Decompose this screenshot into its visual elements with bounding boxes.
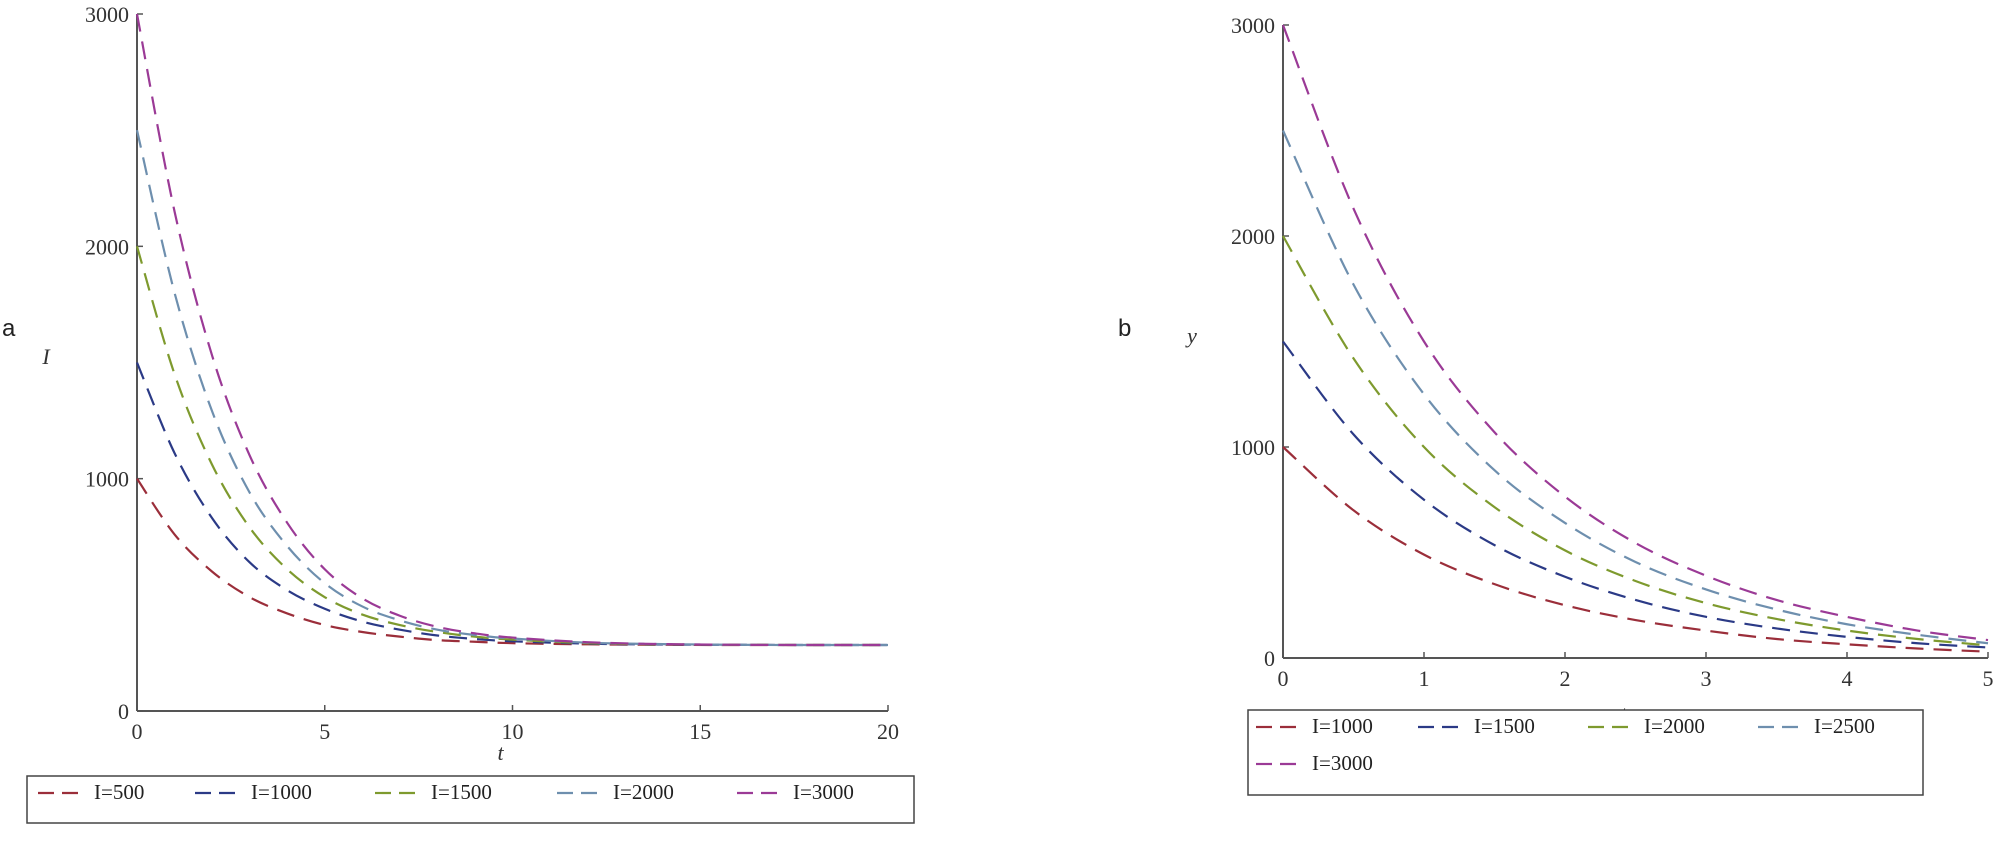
- legend-entry: I=1500: [1474, 714, 1535, 738]
- y-tick-label: 0: [1264, 646, 1275, 671]
- series-line-i-1500: [1282, 340, 1989, 649]
- chart-a: 0 1000 2000 3000 0 5 10 15 20 t I I=500 I=1000 I=1500…: [26, 2, 915, 824]
- y-tick-label: 2000: [1231, 224, 1275, 249]
- series-line-i-1000: [1282, 446, 1989, 653]
- y-tick-label: 3000: [85, 2, 129, 27]
- series-line-i-500: [136, 478, 888, 647]
- legend-entry: I=2000: [1644, 714, 1705, 738]
- x-tick-label: 0: [132, 719, 143, 744]
- x-axis-label: t: [497, 740, 504, 765]
- legend: [1247, 709, 1924, 796]
- legend-entry: I=2500: [1814, 714, 1875, 738]
- x-tick-label: 10: [502, 719, 524, 744]
- x-tick-label: 4: [1842, 666, 1853, 691]
- legend-entry: I=2000: [613, 780, 674, 804]
- series-line-i-3000: [135, 13, 889, 647]
- y-tick-label: 2000: [85, 234, 129, 259]
- chart-b: 0100020003000012345tyI=1000I=1500I=2000I…: [1185, 13, 1994, 796]
- x-tick-label: 1: [1419, 666, 1430, 691]
- legend: [26, 775, 915, 824]
- y-tick-label: 0: [118, 699, 129, 724]
- y-tick-label: 1000: [85, 467, 129, 492]
- x-tick-label: 0: [1278, 666, 1289, 691]
- x-tick-label: 20: [877, 719, 899, 744]
- series-line-i-2500: [1281, 130, 1989, 645]
- legend-entry: I=500: [94, 780, 144, 804]
- legend-entry: I=3000: [1312, 751, 1373, 775]
- legend-entry: I=1000: [251, 780, 312, 804]
- y-axis-label: I: [41, 344, 51, 369]
- legend-entry: I=1500: [431, 780, 492, 804]
- panel-label-b: b: [1118, 315, 1131, 342]
- x-tick-label: 3: [1701, 666, 1712, 691]
- series-line-i-2000: [1282, 235, 1989, 647]
- legend-entry: I=3000: [793, 780, 854, 804]
- x-tick-label: 5: [319, 719, 330, 744]
- x-tick-label: 15: [689, 719, 711, 744]
- series-line-i-1500: [135, 246, 889, 647]
- series-line-i-1000: [135, 362, 889, 647]
- panel-label-a: a: [2, 315, 16, 342]
- y-tick-label: 3000: [1231, 13, 1275, 38]
- series-line-i-3000: [1281, 24, 1989, 642]
- legend-entry: I=1000: [1312, 714, 1373, 738]
- series-line-i-2000: [135, 129, 889, 647]
- y-tick-label: 1000: [1231, 435, 1275, 460]
- y-axis-label: y: [1185, 323, 1197, 348]
- x-tick-label: 2: [1560, 666, 1571, 691]
- x-tick-label: 5: [1983, 666, 1994, 691]
